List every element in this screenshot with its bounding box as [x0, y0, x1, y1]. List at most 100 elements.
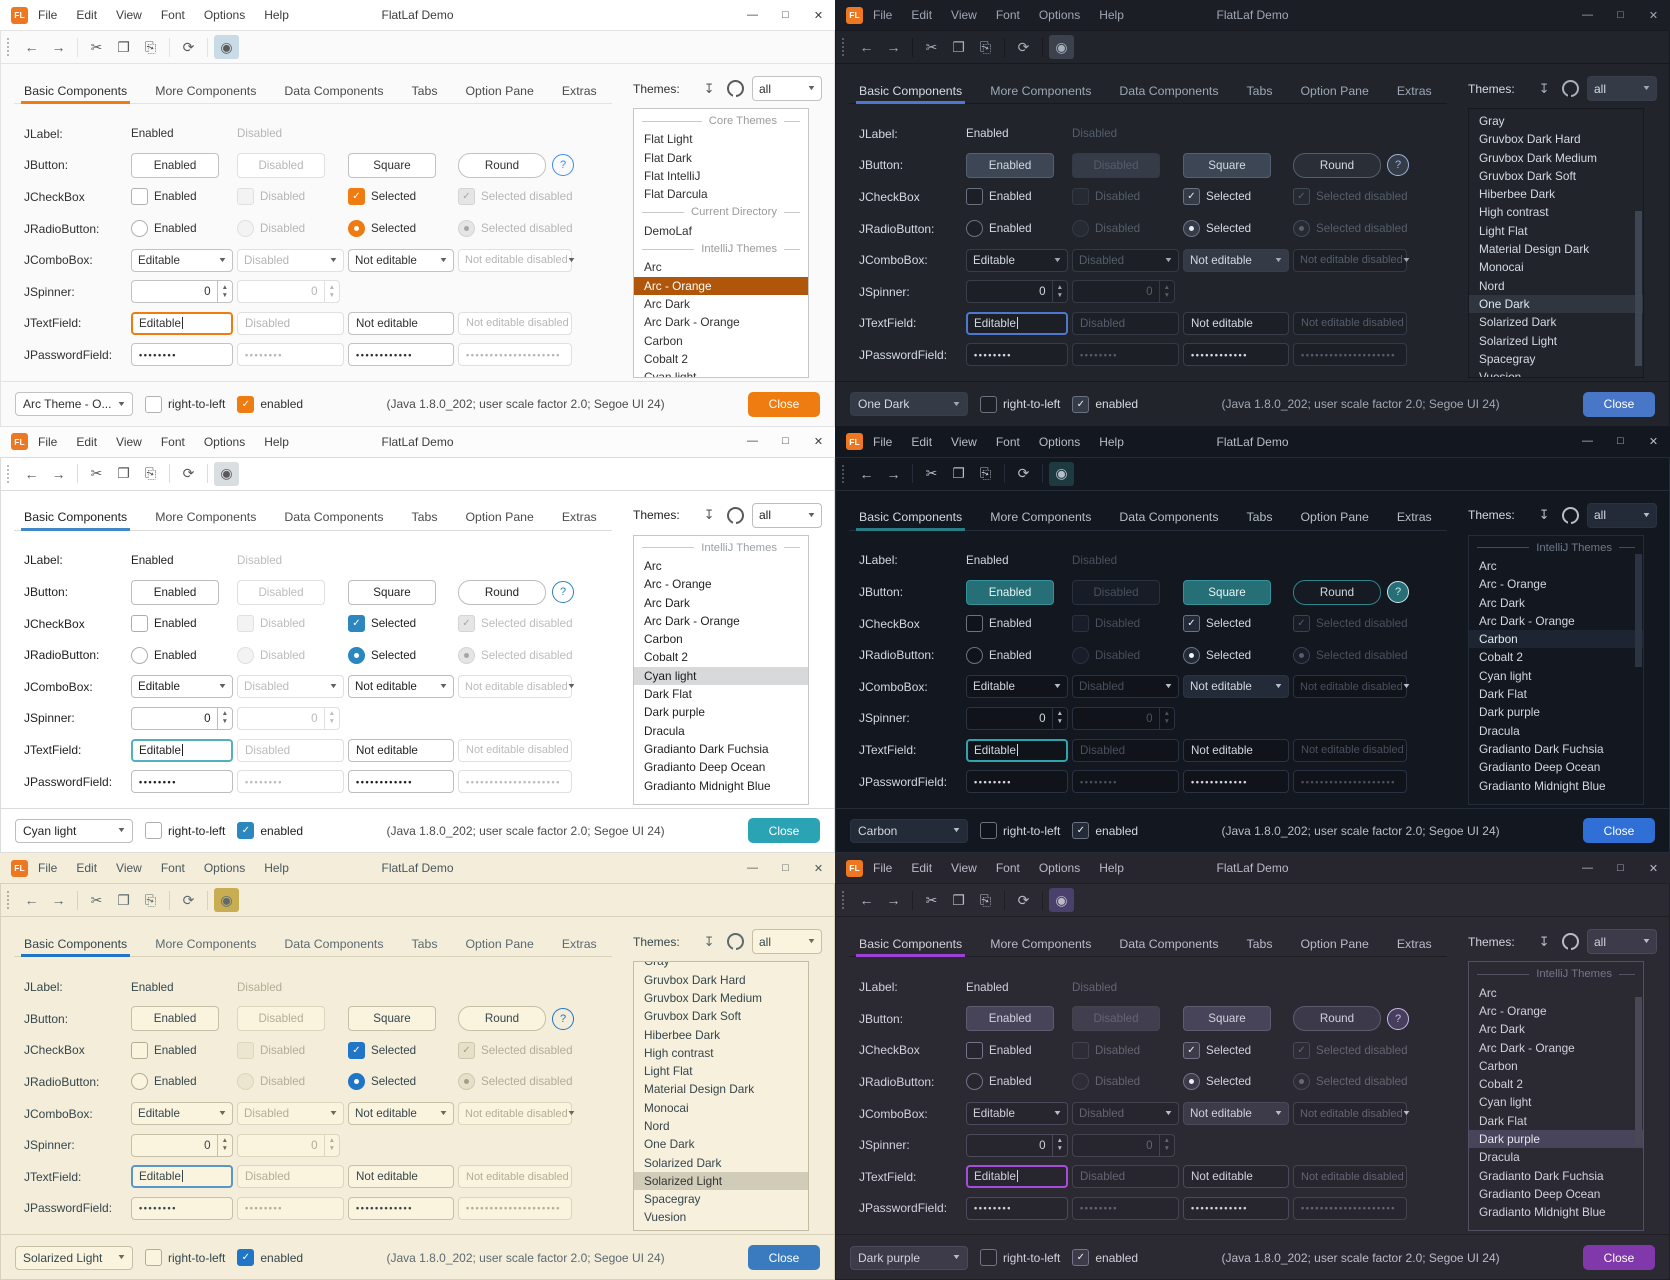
theme-list-item[interactable]: Gruvbox Dark Soft [644, 1009, 742, 1024]
passwordfield-editable[interactable]: •••••••• [966, 770, 1068, 794]
theme-list-item[interactable]: Hiberbee Dark [644, 1027, 721, 1042]
tab-more-components[interactable]: More Components [155, 83, 257, 98]
enabled-checkbox[interactable]: ✓ enabled [1072, 395, 1138, 413]
close-button[interactable]: Close [748, 818, 820, 844]
theme-list-item[interactable]: Gruvbox Dark Soft [1479, 168, 1577, 183]
checkbox-checked-icon[interactable]: ✓ [348, 615, 365, 633]
spinner[interactable]: 0 ▲ ▼ [131, 1133, 233, 1157]
theme-list-item[interactable]: Cyan light [644, 370, 697, 378]
checkbox-selected[interactable]: ✓ Selected [348, 615, 458, 633]
textfield-editable[interactable]: Editable [131, 1165, 233, 1189]
theme-list-item[interactable]: Arc - Orange [644, 577, 712, 592]
themes-list[interactable]: Gray Gruvbox Dark Hard Gruvbox Dark Medium… [1468, 108, 1644, 378]
round-button[interactable]: Round [458, 579, 546, 605]
tab-option-pane[interactable]: Option Pane [465, 936, 534, 951]
menu-help[interactable]: Help [264, 8, 289, 22]
tab-extras[interactable]: Extras [561, 936, 597, 951]
textfield-not-editable[interactable]: Not editable [1183, 311, 1289, 335]
menu-help[interactable]: Help [264, 434, 289, 449]
theme-list-item[interactable]: One Dark [1469, 294, 1643, 314]
menu-file[interactable]: File [38, 861, 58, 876]
right-to-left-checkbox[interactable]: right-to-left [980, 822, 1060, 840]
forward-icon[interactable]: → [886, 892, 901, 909]
checkbox-checked-icon[interactable]: ✓ [1183, 615, 1200, 633]
show-hover-eye-icon[interactable]: ◉ [214, 35, 239, 59]
enabled-button[interactable]: Enabled [131, 152, 219, 178]
theme-list-item[interactable]: Cobalt 2 [644, 351, 688, 366]
download-icon[interactable]: ↧ [1538, 80, 1550, 96]
theme-combobox[interactable]: Solarized Light ▼ [15, 1245, 133, 1270]
tab-more-components[interactable]: More Components [155, 510, 257, 525]
back-icon[interactable]: ← [24, 465, 39, 482]
theme-combobox[interactable]: Carbon ▼ [850, 818, 968, 843]
minimize-icon[interactable]: — [747, 861, 758, 874]
close-button[interactable]: Close [1583, 1245, 1655, 1271]
enabled-checkbox[interactable]: ✓ enabled [237, 1249, 303, 1267]
tab-basic-components[interactable]: Basic Components [20, 78, 131, 104]
passwordfield-editable[interactable]: •••••••• [131, 770, 233, 794]
menu-help[interactable]: Help [1099, 8, 1124, 22]
theme-combobox[interactable]: Cyan light ▼ [15, 818, 133, 843]
checkbox-selected[interactable]: ✓ Selected [348, 188, 458, 206]
close-icon[interactable]: ✕ [813, 862, 824, 875]
refresh-icon[interactable]: ⟳ [1017, 38, 1030, 55]
radio-icon[interactable] [131, 220, 148, 238]
copy-icon[interactable]: ❐ [952, 465, 965, 482]
theme-list-item[interactable]: Arc - Orange [1479, 1003, 1547, 1018]
theme-list-item[interactable]: Hiberbee Dark [1479, 187, 1556, 202]
maximize-icon[interactable]: □ [1617, 8, 1624, 21]
textfield-not-editable[interactable]: Not editable [348, 1165, 454, 1189]
theme-list-item[interactable]: High contrast [644, 1045, 714, 1060]
theme-list-item[interactable]: One Dark [644, 1137, 695, 1152]
menu-options[interactable]: Options [203, 861, 246, 876]
paste-icon[interactable]: ⎘ [144, 465, 157, 482]
close-icon[interactable]: ✕ [1648, 862, 1659, 875]
github-icon[interactable] [726, 80, 744, 98]
right-to-left-checkbox[interactable]: right-to-left [145, 822, 225, 840]
forward-icon[interactable]: → [886, 465, 901, 482]
theme-combobox[interactable]: Dark purple ▼ [850, 1245, 968, 1270]
theme-list-item[interactable]: Gradianto Midnight Blue [1479, 1205, 1606, 1220]
menu-edit[interactable]: Edit [76, 434, 98, 449]
download-icon[interactable]: ↧ [1538, 507, 1550, 523]
menu-help[interactable]: Help [264, 861, 289, 876]
combobox-editable[interactable]: Editable ▼ [966, 248, 1068, 272]
textfield-editable[interactable]: Editable [966, 311, 1068, 335]
themes-filter-combobox[interactable]: all ▼ [752, 502, 822, 528]
right-to-left-checkbox[interactable]: right-to-left [145, 395, 225, 413]
theme-list-item[interactable]: Cobalt 2 [644, 650, 688, 665]
checkbox-checked-icon[interactable]: ✓ [1183, 1041, 1200, 1059]
radio-selected[interactable]: Selected [1183, 220, 1293, 238]
themes-filter-combobox[interactable]: all ▼ [1587, 76, 1657, 101]
theme-combobox[interactable]: Arc Theme - O... ▼ [15, 392, 133, 417]
close-icon[interactable]: ✕ [1648, 436, 1659, 449]
github-icon[interactable] [726, 933, 744, 952]
tab-extras[interactable]: Extras [1396, 936, 1432, 951]
menu-file[interactable]: File [873, 861, 893, 876]
menu-file[interactable]: File [38, 434, 58, 449]
radio-selected-icon[interactable] [348, 1073, 365, 1091]
theme-list-item[interactable]: Arc Dark [1479, 595, 1525, 610]
theme-list-item[interactable]: Spacegray [644, 1192, 701, 1207]
checkbox-checked-icon[interactable]: ✓ [1072, 1249, 1090, 1267]
radio-icon[interactable] [966, 220, 983, 238]
checkbox-checked-icon[interactable]: ✓ [237, 822, 255, 840]
enabled-button[interactable]: Enabled [966, 152, 1054, 178]
theme-list-item[interactable]: Material Design Dark [1479, 242, 1590, 257]
menu-font[interactable]: Font [995, 434, 1020, 449]
spinner-arrows-icon[interactable]: ▲ ▼ [216, 281, 232, 303]
right-to-left-checkbox[interactable]: right-to-left [980, 395, 1060, 413]
menu-edit[interactable]: Edit [911, 8, 933, 22]
square-button[interactable]: Square [348, 579, 436, 605]
checkbox-icon[interactable] [131, 188, 148, 206]
list-scrollbar-thumb[interactable] [1635, 997, 1642, 1145]
menu-edit[interactable]: Edit [911, 861, 933, 876]
close-icon[interactable]: ✕ [813, 436, 824, 449]
combobox-editable[interactable]: Editable ▼ [966, 675, 1068, 699]
enabled-checkbox[interactable]: ✓ enabled [1072, 822, 1138, 840]
theme-list-item[interactable]: Nord [644, 1119, 670, 1133]
checkbox-selected[interactable]: ✓ Selected [348, 1041, 458, 1059]
passwordfield-not-editable[interactable]: •••••••••••• [348, 770, 454, 794]
github-icon[interactable] [1561, 506, 1579, 525]
combobox-editable[interactable]: Editable ▼ [131, 675, 233, 699]
